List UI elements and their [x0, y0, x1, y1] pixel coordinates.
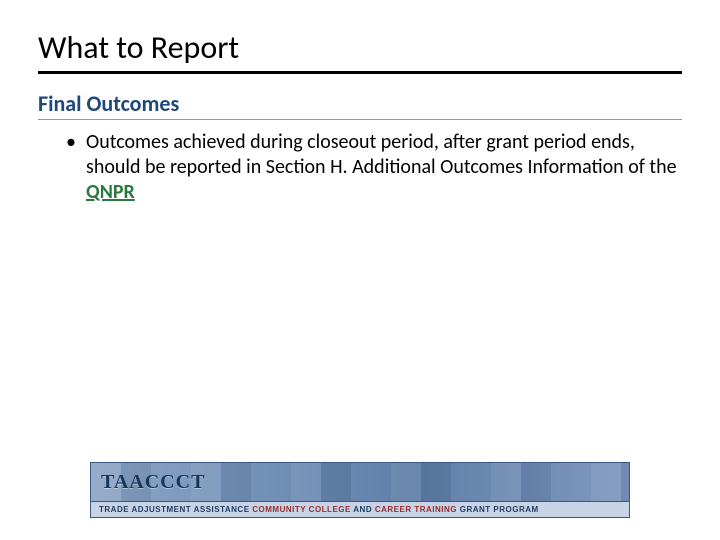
- bullet-text: Outcomes achieved during closeout period…: [86, 130, 677, 179]
- banner-bottom: TRADE ADJUSTMENT ASSISTANCE COMMUNITY CO…: [90, 502, 630, 518]
- bullet-list: Outcomes achieved during closeout period…: [38, 130, 682, 205]
- footer-banner: TAACCCT TRADE ADJUSTMENT ASSISTANCE COMM…: [90, 462, 630, 518]
- slide-subtitle: Final Outcomes: [38, 90, 682, 120]
- banner-logo-text: TAACCCT: [101, 471, 205, 494]
- slide-title: What to Report: [38, 28, 682, 74]
- qnpr-link[interactable]: QNPR: [86, 180, 135, 204]
- banner-tagline: TRADE ADJUSTMENT ASSISTANCE COMMUNITY CO…: [99, 505, 539, 514]
- banner-top: TAACCCT: [90, 462, 630, 502]
- slide: What to Report Final Outcomes Outcomes a…: [0, 0, 720, 540]
- bullet-item: Outcomes achieved during closeout period…: [66, 130, 682, 205]
